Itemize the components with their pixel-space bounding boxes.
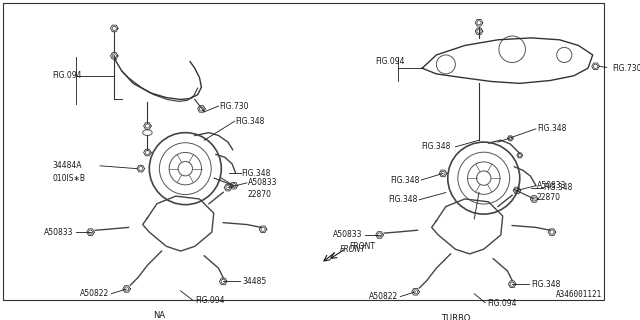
Text: 34485: 34485 (242, 277, 266, 286)
Text: 010IS∗B: 010IS∗B (52, 174, 86, 183)
Text: A50833: A50833 (248, 178, 277, 187)
Text: 22870: 22870 (248, 190, 272, 199)
Text: FRONT: FRONT (340, 245, 365, 254)
Text: A50822: A50822 (80, 289, 109, 298)
Text: FIG.348: FIG.348 (531, 280, 561, 289)
Text: FIG.348: FIG.348 (537, 124, 566, 133)
Text: FIG.730: FIG.730 (612, 64, 640, 73)
Text: 34484A: 34484A (52, 161, 82, 170)
Text: FIG.348: FIG.348 (236, 117, 265, 126)
Text: FIG.348: FIG.348 (421, 142, 451, 151)
Text: A50833: A50833 (537, 181, 566, 190)
Text: FRONT: FRONT (349, 242, 375, 251)
Text: FIG.348: FIG.348 (388, 195, 417, 204)
Text: FIG.094: FIG.094 (52, 71, 82, 80)
Text: FIG.094: FIG.094 (488, 299, 517, 308)
Text: FIG.348: FIG.348 (390, 175, 419, 185)
Text: 22870: 22870 (537, 193, 561, 202)
Text: FIG.348: FIG.348 (241, 169, 271, 178)
Text: A50822: A50822 (369, 292, 399, 301)
Text: FIG.094: FIG.094 (195, 296, 224, 305)
Text: FIG.348: FIG.348 (543, 183, 573, 192)
Text: TURBO: TURBO (441, 314, 470, 320)
Text: FIG.094: FIG.094 (375, 57, 404, 66)
Text: A50833: A50833 (333, 230, 362, 239)
Text: A50833: A50833 (44, 228, 74, 236)
Text: FIG.730: FIG.730 (220, 102, 249, 111)
Text: NA: NA (153, 311, 165, 320)
Text: A346001121: A346001121 (556, 290, 602, 300)
